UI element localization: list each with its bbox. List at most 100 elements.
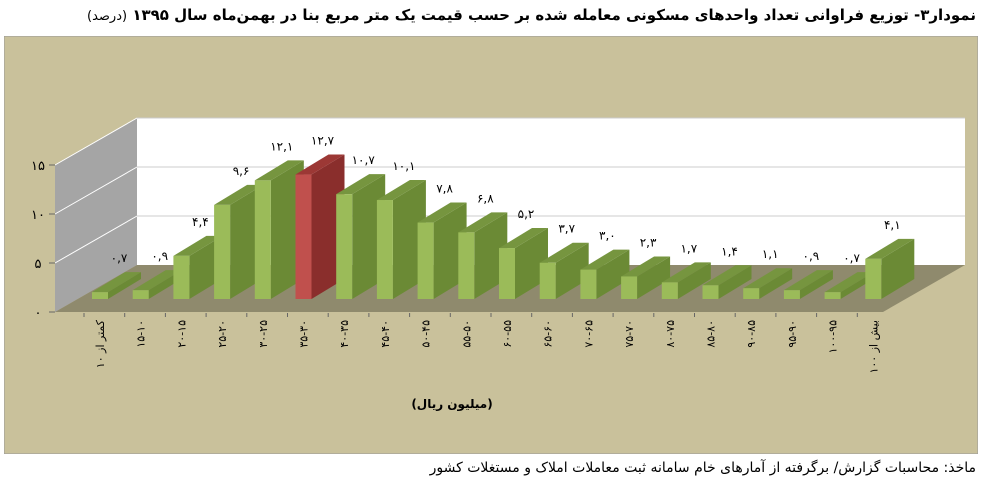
data-label: ۵,۲ — [518, 207, 535, 221]
bar-front — [580, 269, 597, 299]
bar-top — [865, 238, 915, 259]
source-note: ماخذ: محاسبات گزارش/ برگرفته از آمارهای … — [429, 460, 976, 476]
bar-front — [336, 194, 353, 299]
chart-unit: (درصد) — [87, 9, 128, 24]
bar-front — [865, 258, 882, 299]
x-axis-title: (میلیون ریال) — [411, 397, 492, 412]
bar-front — [132, 290, 149, 299]
bar-side — [555, 242, 589, 299]
gridline-left — [54, 166, 138, 215]
bar — [92, 272, 141, 299]
data-label: ۰,۷ — [111, 251, 128, 265]
bar — [783, 270, 833, 299]
gridline-left — [54, 215, 138, 264]
bar — [702, 265, 752, 299]
y-tick-label: ۱۵ — [31, 159, 45, 174]
bar-front — [376, 200, 393, 299]
bar — [865, 238, 915, 299]
bar-front — [743, 288, 760, 299]
bar-front — [254, 180, 271, 299]
category-label: ۵۵-۵۰ — [460, 320, 473, 348]
left-wall — [55, 118, 137, 312]
data-label: ۱۲,۷ — [311, 134, 335, 148]
bar-top — [458, 212, 508, 233]
bar-front — [92, 292, 108, 299]
bar-front — [539, 262, 556, 299]
y-tick-label: ۱۰ — [31, 208, 45, 223]
data-label: ۶,۸ — [477, 191, 494, 205]
bar-top — [132, 270, 182, 291]
bar-top — [783, 270, 833, 291]
bar-top — [336, 174, 386, 195]
bar-side — [718, 265, 752, 299]
bar-front — [417, 222, 434, 299]
category-label: ۹۵-۹۰ — [786, 320, 799, 348]
data-label: ۴,۱ — [884, 218, 901, 232]
bar-top — [376, 180, 426, 201]
bar-top — [214, 184, 264, 205]
bar-top — [824, 272, 874, 293]
bar-top — [621, 256, 671, 277]
data-label: ۱,۷ — [680, 241, 697, 255]
bar-side — [637, 256, 671, 299]
bar-top — [702, 265, 752, 286]
chart-title-text: نمودار۳- توزیع فراوانی تعداد واحدهای مسک… — [132, 6, 976, 24]
bar-top — [743, 268, 793, 289]
category-label: ۲۵-۲۰ — [216, 320, 229, 348]
bar-front — [661, 282, 678, 299]
bar-top — [92, 272, 141, 293]
category-label: ۵۰-۴۵ — [420, 320, 433, 348]
category-label: ۴۰-۳۵ — [338, 320, 351, 348]
bar-front — [702, 285, 719, 299]
data-label: ۱۲,۱ — [270, 139, 293, 153]
data-label: ۰,۷ — [843, 251, 860, 265]
data-label: ۱,۴ — [721, 244, 738, 258]
bar-front — [783, 290, 800, 299]
category-label: ۱۰۰-۹۵ — [827, 320, 840, 354]
bar-top — [580, 249, 630, 270]
bar-front — [295, 174, 312, 299]
data-label: ۹,۶ — [233, 164, 250, 178]
data-label: ۴,۴ — [192, 215, 209, 229]
bar — [539, 242, 589, 299]
category-label: ۶۰-۵۵ — [501, 320, 514, 348]
data-label: ۱,۱ — [762, 247, 779, 261]
bar-top — [417, 202, 467, 223]
data-label: ۳,۷ — [558, 222, 575, 236]
bar-front — [499, 248, 515, 299]
bar-front — [173, 255, 190, 299]
bar — [621, 256, 671, 299]
bar-top — [295, 154, 345, 175]
category-label: ۴۵-۴۰ — [379, 320, 392, 348]
category-label: ۷۰-۶۵ — [582, 320, 595, 348]
bar — [661, 262, 711, 299]
bar-top — [173, 235, 223, 256]
category-label: ۳۰-۲۵ — [257, 320, 270, 348]
bar-side — [677, 262, 711, 299]
bar-top — [499, 228, 548, 249]
data-label: ۱۰,۷ — [352, 153, 376, 167]
bar-front — [824, 292, 841, 299]
data-label: ۰,۹ — [151, 249, 168, 263]
category-label: بیش از ۱۰۰ — [867, 320, 880, 374]
bar-side — [881, 238, 915, 299]
bar-side — [596, 249, 630, 299]
category-label: ۹۰-۸۵ — [745, 320, 758, 348]
category-label: کمتر از ۱۰ — [94, 319, 107, 368]
gridline-left — [54, 117, 138, 166]
bar — [743, 268, 793, 299]
data-label: ۱۰,۱ — [392, 159, 415, 173]
bar-side — [799, 270, 833, 299]
category-label: ۸۵-۸۰ — [705, 320, 718, 348]
category-label: ۱۵-۱۰ — [135, 320, 148, 348]
data-label: ۲,۳ — [640, 235, 657, 249]
data-label: ۷,۸ — [436, 182, 453, 196]
bar-top — [254, 160, 304, 181]
category-label: ۸۰-۷۵ — [664, 320, 677, 348]
bar-side — [108, 272, 141, 299]
y-tick-label: ۰ — [35, 306, 42, 321]
bar-top — [661, 262, 711, 283]
category-label: ۷۵-۷۰ — [623, 320, 636, 348]
bar — [580, 249, 630, 299]
bar-front — [214, 204, 231, 299]
